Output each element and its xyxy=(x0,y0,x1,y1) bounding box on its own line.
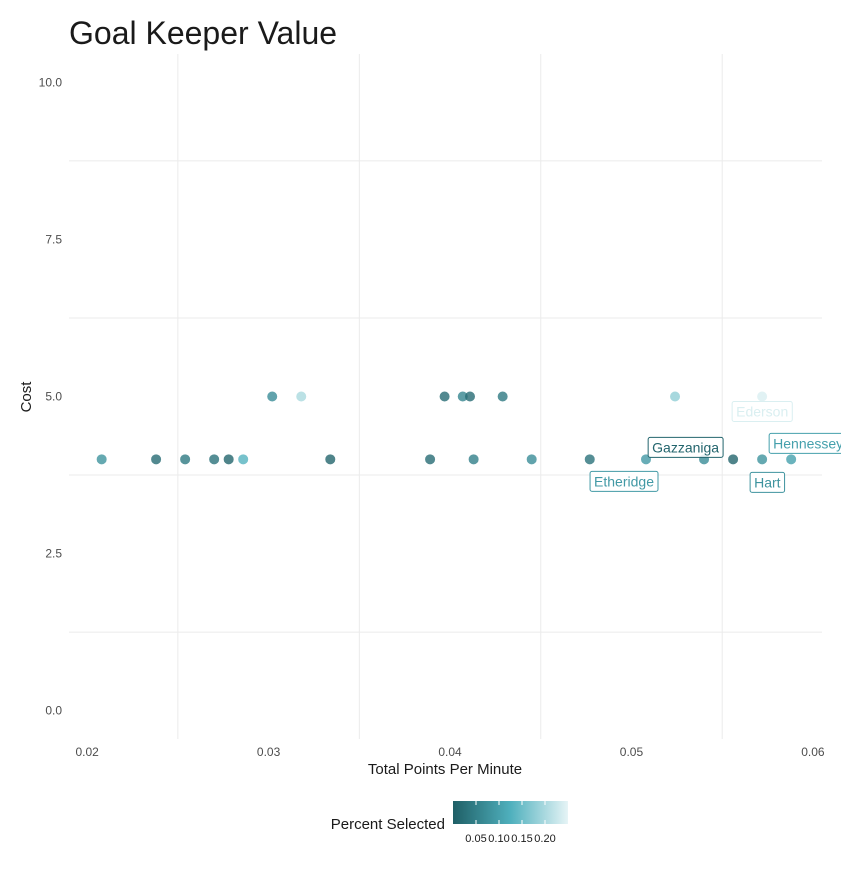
legend-ticks: 0.05 0.10 0.15 0.20 xyxy=(465,801,556,845)
x-tick-label: 0.05 xyxy=(620,745,644,759)
data-point xyxy=(464,391,475,402)
data-point xyxy=(209,454,220,465)
data-point xyxy=(223,454,234,465)
x-tick-label: 0.06 xyxy=(801,745,825,759)
data-point xyxy=(238,454,249,465)
point-label: Hart xyxy=(749,471,786,493)
data-point xyxy=(757,454,768,465)
legend-tick-label: 0.10 xyxy=(488,833,509,845)
data-point xyxy=(439,391,450,402)
point-label: Ederson xyxy=(731,401,793,422)
data-point xyxy=(670,391,681,402)
data-point xyxy=(425,454,436,465)
legend: Percent Selected 0.05 0.10 0.15 0.20 xyxy=(331,801,568,845)
data-point xyxy=(267,391,278,402)
svg-text:Etheridge: Etheridge xyxy=(594,473,654,489)
point-label: Etheridge xyxy=(589,470,659,492)
svg-text:Hennessey: Hennessey xyxy=(773,435,841,451)
x-tick-label: 0.03 xyxy=(257,745,281,759)
legend-title: Percent Selected xyxy=(331,816,445,833)
legend-tick-label: 0.05 xyxy=(465,833,486,845)
data-point xyxy=(457,391,468,402)
legend-tick-label: 0.15 xyxy=(511,833,532,845)
x-tick-label: 0.02 xyxy=(75,745,99,759)
svg-text:Gazzaniga: Gazzaniga xyxy=(652,439,719,455)
data-point xyxy=(584,454,595,465)
point-label: Gazzaniga xyxy=(647,436,724,458)
data-point xyxy=(296,391,307,402)
point-label: Hennessey xyxy=(768,432,841,454)
tick-labels: 0.02 0.03 0.04 0.05 0.06 0.0 2.5 5.0 7.5 10.0 xyxy=(39,75,825,759)
y-tick-label: 0.0 xyxy=(45,704,62,718)
data-point xyxy=(526,454,537,465)
data-point xyxy=(728,454,739,465)
svg-text:Hart: Hart xyxy=(754,474,781,490)
svg-text:Ederson: Ederson xyxy=(736,404,788,420)
legend-tick-label: 0.20 xyxy=(534,833,555,845)
data-point xyxy=(325,454,336,465)
x-tick-label: 0.04 xyxy=(438,745,462,759)
x-axis-title: Total Points Per Minute xyxy=(368,761,522,778)
y-tick-label: 2.5 xyxy=(45,547,62,561)
y-tick-label: 10.0 xyxy=(39,75,63,89)
point-labels: Etheridge Gazzaniga Ederson Hart Hennessey xyxy=(589,401,841,493)
y-tick-label: 5.0 xyxy=(45,390,62,404)
data-point xyxy=(151,454,162,465)
data-point xyxy=(96,454,107,465)
y-tick-label: 7.5 xyxy=(45,232,62,246)
legend-colorbar xyxy=(453,801,568,824)
data-point xyxy=(468,454,479,465)
data-point xyxy=(497,391,508,402)
data-points xyxy=(96,391,797,465)
data-point xyxy=(757,391,768,402)
chart-title: Goal Keeper Value xyxy=(69,15,337,51)
y-axis-title: Cost xyxy=(18,381,35,413)
grid xyxy=(69,54,822,739)
data-point xyxy=(786,454,797,465)
data-point xyxy=(180,454,191,465)
